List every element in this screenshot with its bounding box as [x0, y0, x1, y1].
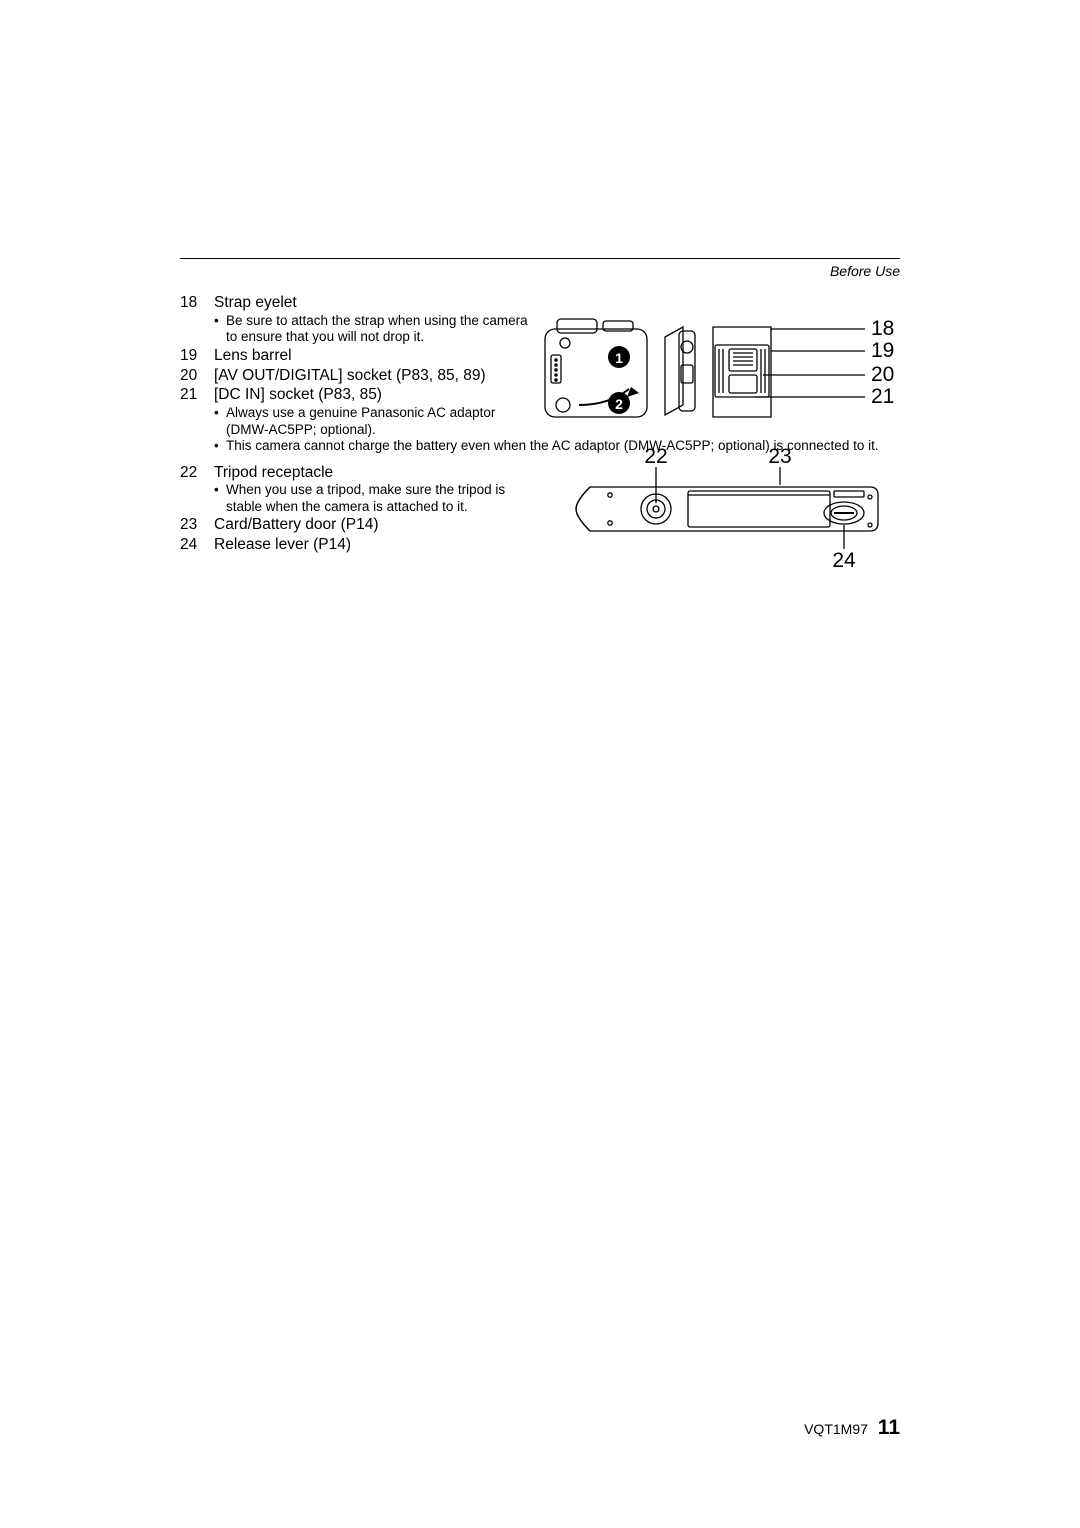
inside-num-2: 2	[615, 396, 623, 412]
camera-bottom-diagram: 22 23	[570, 441, 910, 569]
bullet-dot: •	[214, 482, 226, 515]
bullet-text: Always use a genuine Panasonic AC adapto…	[226, 405, 536, 438]
callout-24: 24	[832, 549, 856, 569]
item-number: 18	[180, 293, 214, 313]
item-label: [AV OUT/DIGITAL] socket (P83, 85, 89)	[214, 366, 534, 386]
page-footer: VQT1M97 11	[804, 1416, 900, 1440]
item-label: [DC IN] socket (P83, 85)	[214, 385, 534, 405]
item-number: 24	[180, 535, 214, 555]
item-number: 20	[180, 366, 214, 386]
callout-19: 19	[871, 339, 894, 362]
page: Before Use 18 Strap eyelet • Be sure to …	[0, 0, 1080, 555]
item-number: 19	[180, 346, 214, 366]
bullet-text: Be sure to attach the strap when using t…	[226, 313, 536, 346]
content: 18 Strap eyelet • Be sure to attach the …	[180, 293, 900, 555]
callout-18: 18	[871, 317, 894, 340]
callout-21: 21	[871, 385, 894, 408]
item-number: 22	[180, 463, 214, 483]
header-rule	[180, 258, 900, 259]
item-label: Strap eyelet	[214, 293, 534, 313]
callout-22: 22	[644, 445, 667, 468]
doc-code: VQT1M97	[804, 1421, 868, 1437]
item-label: Lens barrel	[214, 346, 534, 366]
item-number: 21	[180, 385, 214, 405]
callout-23: 23	[768, 445, 791, 468]
bullet-dot: •	[214, 405, 226, 438]
callout-20: 20	[871, 363, 894, 386]
item-label: Release lever (P14)	[214, 535, 534, 555]
bullet-text: When you use a tripod, make sure the tri…	[226, 482, 536, 515]
section-title: Before Use	[180, 263, 900, 279]
item-label: Card/Battery door (P14)	[214, 515, 534, 535]
bullet-dot: •	[214, 438, 226, 454]
camera-side-diagram: 1 2	[515, 307, 917, 429]
item-label: Tripod receptacle	[214, 463, 534, 483]
item-number: 23	[180, 515, 214, 535]
bullet-dot: •	[214, 313, 226, 346]
inside-num-1: 1	[615, 350, 623, 366]
page-number: 11	[878, 1416, 900, 1439]
